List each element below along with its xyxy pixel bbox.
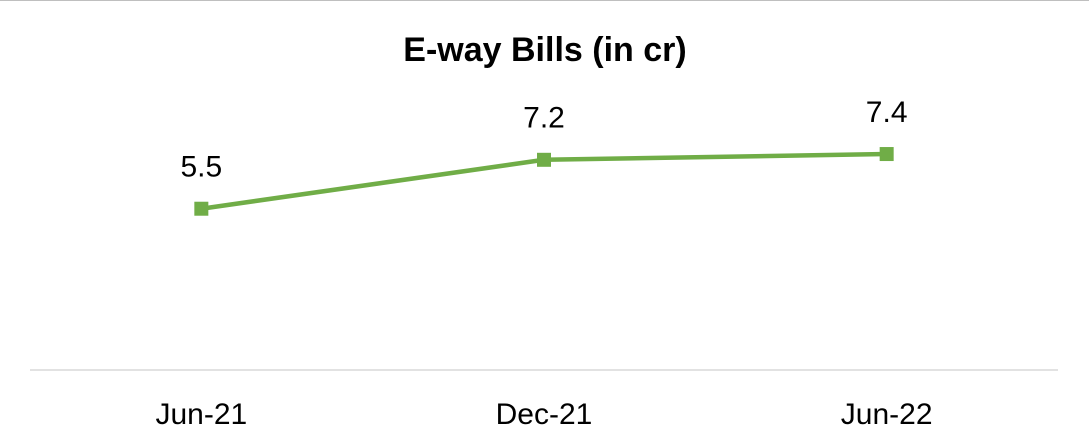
chart-title: E-way Bills (in cr) (403, 31, 686, 69)
x-tick-label: Jun-22 (841, 398, 933, 431)
point-marker (194, 201, 209, 216)
x-tick-label: Dec-21 (496, 398, 593, 431)
point-marker (537, 152, 551, 167)
data-label: 7.4 (866, 96, 908, 129)
data-label: 5.5 (180, 151, 222, 184)
x-tick-label: Jun-21 (155, 398, 247, 431)
data-label: 7.2 (523, 102, 565, 135)
point-marker (879, 147, 894, 162)
